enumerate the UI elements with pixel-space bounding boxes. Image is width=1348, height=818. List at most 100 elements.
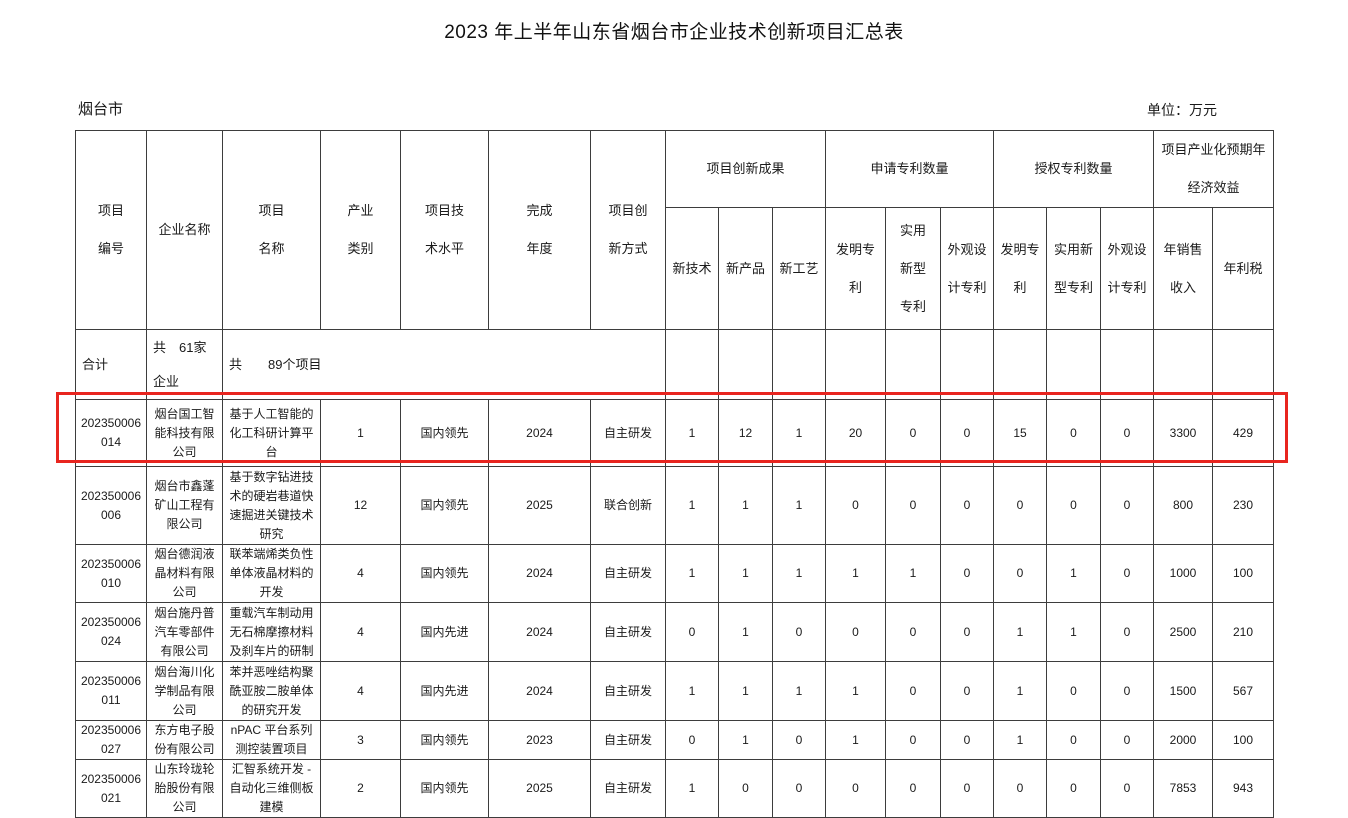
cell-industry-category: 4 — [320, 602, 401, 662]
cell-tech-level: 国内领先 — [400, 544, 489, 603]
cell-new-process: 1 — [772, 399, 826, 467]
cell-new-product: 1 — [718, 544, 773, 603]
cell-innovation-method: 自主研发 — [590, 720, 666, 760]
cell-new-process: 1 — [772, 544, 826, 603]
cell-annual-sales: 2000 — [1153, 720, 1213, 760]
cell-applied-invention: 1 — [825, 544, 886, 603]
cell-tech-level: 国内领先 — [400, 759, 489, 818]
cell-tech-level: 国内领先 — [400, 466, 489, 545]
projects-table: 项目 编号 企业名称 项目 名称 产业 类别 项目技 术水平 完成 年度 项目创… — [75, 130, 1275, 818]
summary-row: 合计 共 61家 企业 共 89个项目 — [75, 329, 1275, 400]
cell-project-id: 202350006 014 — [75, 399, 147, 467]
cell-applied-design: 0 — [940, 720, 994, 760]
cell-project-name: 基于人工智能的 化工科研计算平 台 — [222, 399, 321, 467]
unit-label: 单位：万元 — [1147, 102, 1217, 118]
summary-empty-cell — [1211, 329, 1275, 400]
cell-new-product: 1 — [718, 720, 773, 760]
summary-label: 合计 — [75, 329, 147, 400]
header-completion-year: 完成 年度 — [488, 130, 591, 330]
cell-project-name: 重载汽车制动用 无石棉摩擦材料 及刹车片的研制 — [222, 602, 321, 662]
cell-innovation-method: 自主研发 — [590, 759, 666, 818]
cell-company-name: 烟台施丹普 汽车零部件 有限公司 — [146, 602, 223, 662]
summary-empty-cell — [993, 329, 1047, 400]
cell-annual-profit-tax: 210 — [1211, 602, 1275, 662]
cell-innovation-method: 联合创新 — [590, 466, 666, 545]
cell-new-product: 0 — [718, 759, 773, 818]
cell-project-name: 联苯端烯类负性 单体液晶材料的 开发 — [222, 544, 321, 603]
cell-applied-design: 0 — [940, 466, 994, 545]
table-row: 202350006 027 东方电子股 份有限公司 nPAC 平台系列 测控装置项目… — [75, 720, 1275, 760]
summary-empty-cell — [825, 329, 886, 400]
cell-project-name: 汇智系统开发 - 自动化三维侧板 建模 — [222, 759, 321, 818]
cell-granted-utility: 0 — [1046, 466, 1101, 545]
cell-new-tech: 1 — [665, 466, 719, 545]
cell-project-id: 202350006 021 — [75, 759, 147, 818]
cell-granted-utility: 0 — [1046, 759, 1101, 818]
cell-completion-year: 2025 — [488, 466, 591, 545]
cell-granted-design: 0 — [1100, 399, 1154, 467]
cell-new-tech: 1 — [665, 544, 719, 603]
header-applied-utility: 实用 新型 专利 — [885, 207, 941, 330]
cell-project-id: 202350006 010 — [75, 544, 147, 603]
cell-granted-utility: 0 — [1046, 661, 1101, 721]
header-row-subcolumns: 新技术 新产品 新工艺 发明专 利 实用 新型 专利 外观设 计专利 发明专 利… — [76, 207, 1275, 330]
cell-granted-design: 0 — [1100, 720, 1154, 760]
header-group-applied-patents: 申请专利数量 — [825, 130, 994, 208]
cell-granted-invention: 0 — [993, 466, 1047, 545]
header-new-process: 新工艺 — [772, 207, 826, 330]
cell-granted-invention: 0 — [993, 759, 1047, 818]
cell-industry-category: 4 — [320, 544, 401, 603]
cell-applied-utility: 0 — [885, 399, 941, 467]
cell-annual-sales: 800 — [1153, 466, 1213, 545]
table-row: 202350006 010 烟台德润液 晶材料有限 公司 联苯端烯类负性 单体液晶材… — [75, 544, 1275, 603]
cell-applied-utility: 1 — [885, 544, 941, 603]
cell-granted-invention: 15 — [993, 399, 1047, 467]
cell-new-product: 1 — [718, 661, 773, 721]
region-label: 烟台市 — [78, 101, 124, 118]
table-row: 202350006 024 烟台施丹普 汽车零部件 有限公司 重载汽车制动用 无石棉… — [75, 602, 1275, 662]
summary-empty-cell — [772, 329, 826, 400]
cell-industry-category: 12 — [320, 466, 401, 545]
cell-applied-design: 0 — [940, 399, 994, 467]
cell-completion-year: 2024 — [488, 661, 591, 721]
header-applied-invention: 发明专 利 — [825, 207, 886, 330]
cell-project-id: 202350006 006 — [75, 466, 147, 545]
cell-granted-design: 0 — [1100, 466, 1154, 545]
cell-project-id: 202350006 024 — [75, 602, 147, 662]
summary-project-count: 共 89个项目 — [222, 329, 666, 400]
cell-new-tech: 1 — [665, 399, 719, 467]
summary-empty-cell — [1153, 329, 1213, 400]
cell-company-name: 烟台市鑫蓬 矿山工程有 限公司 — [146, 466, 223, 545]
cell-new-product: 1 — [718, 466, 773, 545]
cell-granted-invention: 1 — [993, 602, 1047, 662]
summary-empty-cell — [885, 329, 941, 400]
cell-new-process: 0 — [772, 602, 826, 662]
cell-completion-year: 2024 — [488, 399, 591, 467]
cell-completion-year: 2024 — [488, 602, 591, 662]
cell-industry-category: 2 — [320, 759, 401, 818]
header-tech-level: 项目技 术水平 — [400, 130, 489, 330]
header-project-name: 项目 名称 — [222, 130, 321, 330]
cell-completion-year: 2025 — [488, 759, 591, 818]
cell-granted-utility: 0 — [1046, 720, 1101, 760]
cell-innovation-method: 自主研发 — [590, 661, 666, 721]
cell-applied-utility: 0 — [885, 661, 941, 721]
header-industry-category: 产业 类别 — [320, 130, 401, 330]
header-annual-profit-tax: 年利税 — [1211, 207, 1275, 330]
cell-new-tech: 1 — [665, 759, 719, 818]
cell-project-name: 基于数字钻进技 术的硬岩巷道快 速掘进关键技术 研究 — [222, 466, 321, 545]
header-group-granted-patents: 授权专利数量 — [993, 130, 1154, 208]
cell-applied-design: 0 — [940, 544, 994, 603]
cell-applied-utility: 0 — [885, 466, 941, 545]
cell-innovation-method: 自主研发 — [590, 399, 666, 467]
cell-granted-design: 0 — [1100, 544, 1154, 603]
cell-project-name: nPAC 平台系列 测控装置项目 — [222, 720, 321, 760]
cell-project-name: 苯并恶唑结构聚 酰亚胺二胺单体 的研究开发 — [222, 661, 321, 721]
summary-empty-cell — [665, 329, 719, 400]
header-annual-sales: 年销售 收入 — [1153, 207, 1213, 330]
cell-annual-profit-tax: 230 — [1211, 466, 1275, 545]
cell-company-name: 烟台国工智 能科技有限 公司 — [146, 399, 223, 467]
cell-granted-design: 0 — [1100, 602, 1154, 662]
cell-company-name: 东方电子股 份有限公司 — [146, 720, 223, 760]
cell-new-tech: 1 — [665, 661, 719, 721]
